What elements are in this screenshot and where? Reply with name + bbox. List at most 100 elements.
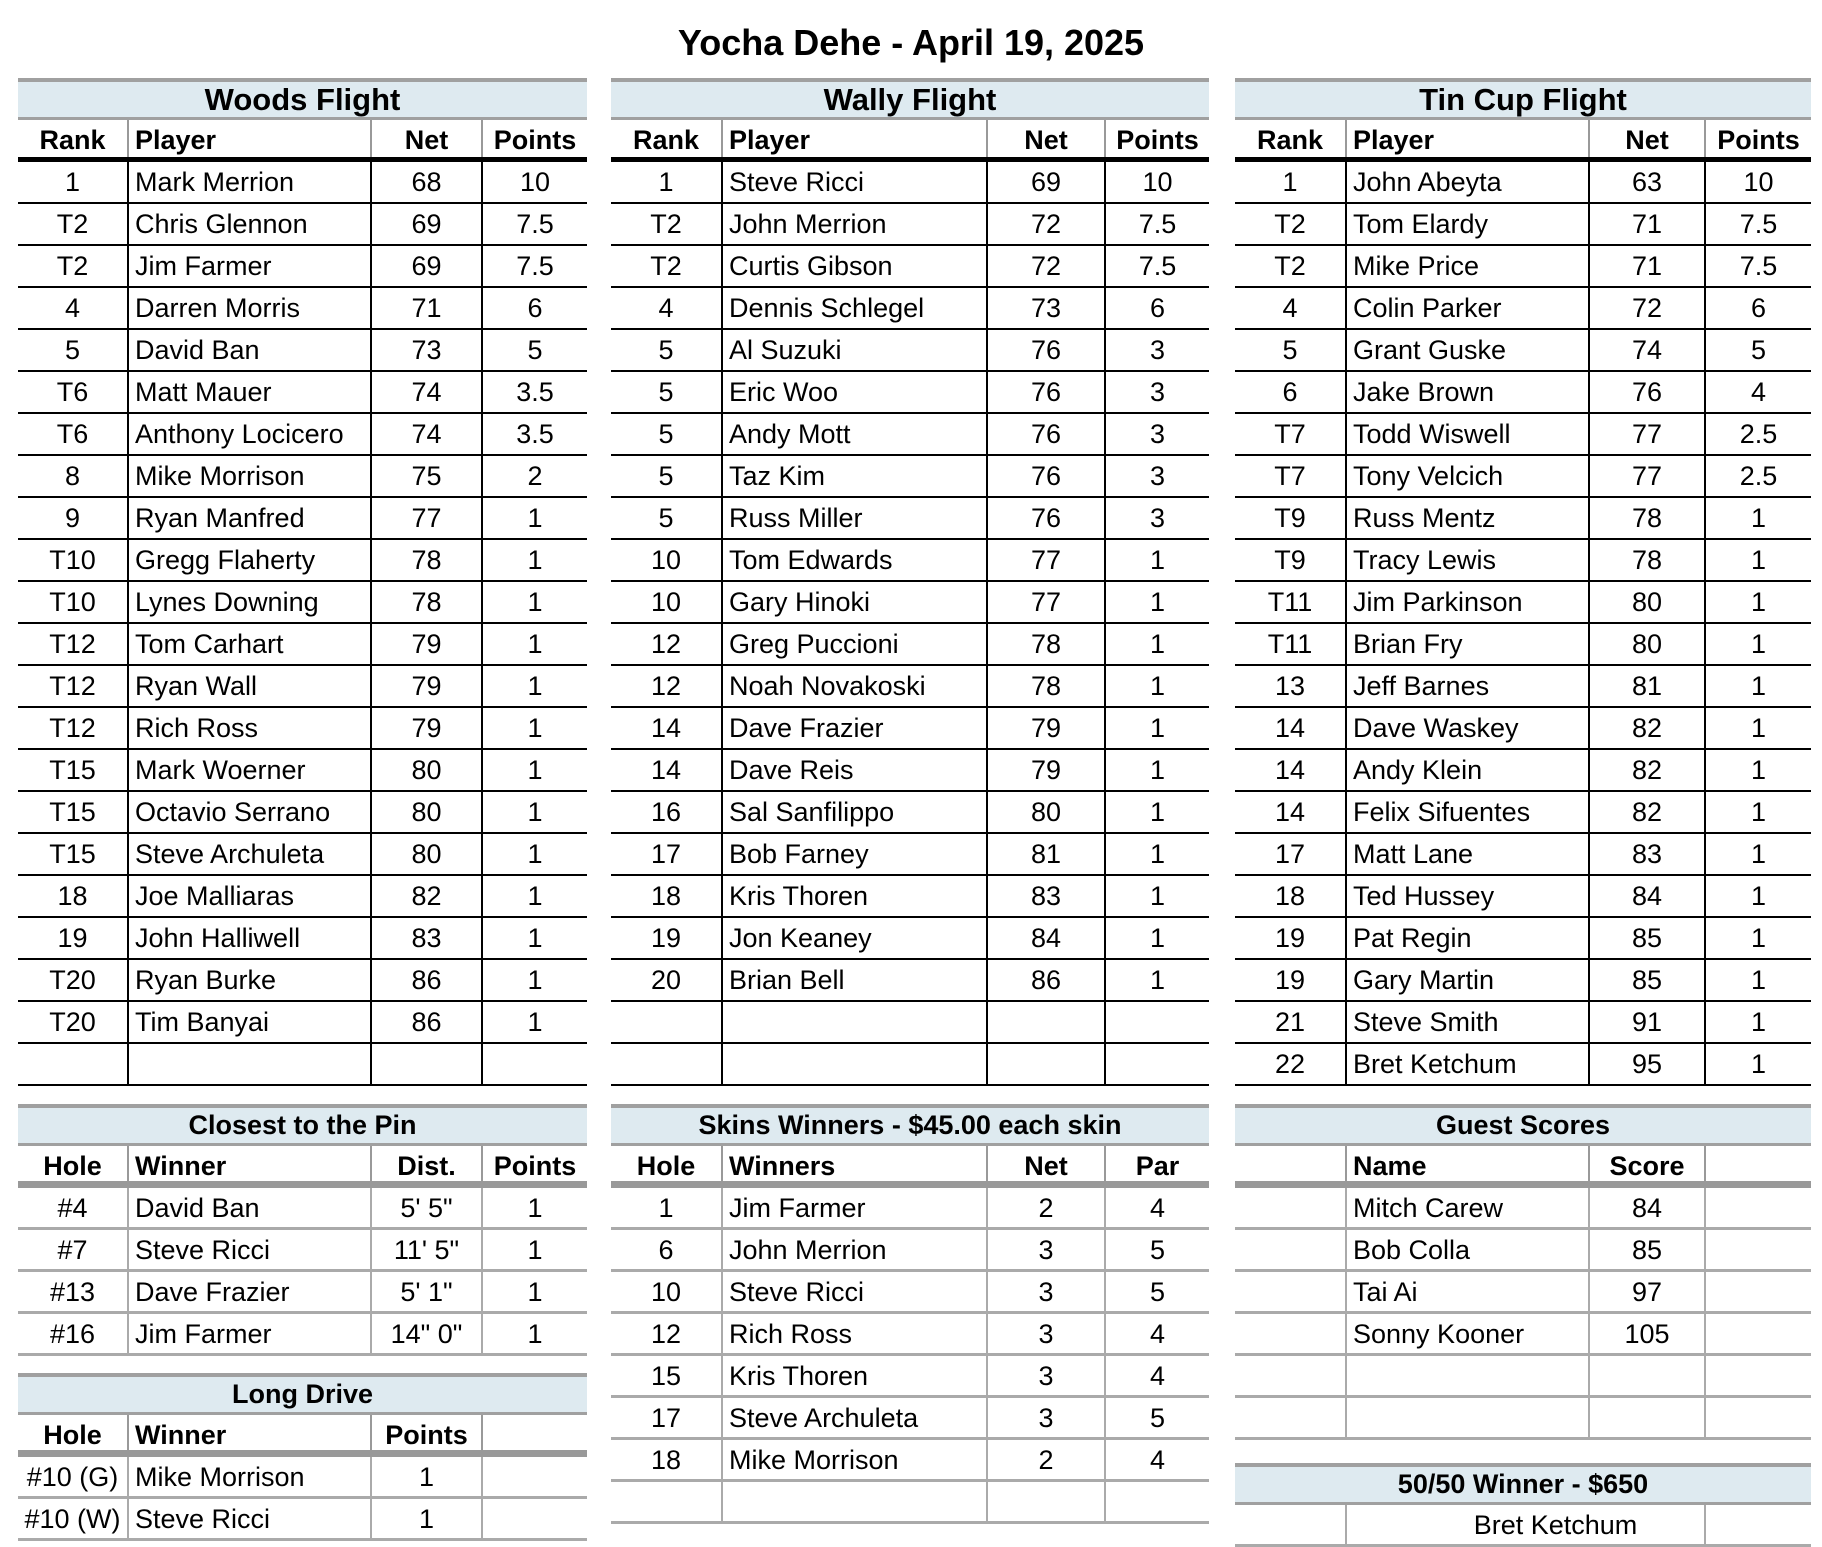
- table-row: T15 Steve Archuleta 80 1: [18, 834, 587, 876]
- table-row: 6 Jake Brown 76 4: [1235, 372, 1811, 414]
- table-row: 10 Steve Ricci 3 5: [611, 1272, 1209, 1314]
- table-cell: 5: [18, 330, 129, 370]
- table-cell: T9: [1235, 498, 1347, 538]
- table-row: T20 Tim Banyai 86 1: [18, 1002, 587, 1044]
- column-headers: Rank Player Net Points: [611, 120, 1209, 162]
- table-row: 5 David Ban 73 5: [18, 330, 587, 372]
- guests-table: Guest Scores Name Score Mitch Carew 84 Bob Co…: [1235, 1104, 1811, 1440]
- table-row: T11 Brian Fry 80 1: [1235, 624, 1811, 666]
- section-title: Wally Flight: [611, 78, 1209, 120]
- table-cell: Gary Martin: [1347, 960, 1590, 1000]
- table-cell: 82: [1590, 708, 1706, 748]
- table-cell: 4: [1149, 1361, 1166, 1391]
- table-row: 15 Kris Thoren 3 4: [611, 1356, 1209, 1398]
- table-cell: 6: [1149, 293, 1166, 323]
- table-row: 4 Dennis Schlegel 73 6: [611, 288, 1209, 330]
- table-cell: 18: [1235, 876, 1347, 916]
- column-header: Score: [1590, 1146, 1706, 1181]
- table-cell: 4: [1149, 1445, 1166, 1475]
- section-title: Tin Cup Flight: [1235, 78, 1811, 120]
- table-row: T12 Ryan Wall 79 1: [18, 666, 587, 708]
- table-cell: T6: [18, 414, 129, 454]
- table-cell: 5: [611, 330, 723, 370]
- table-cell: 72: [988, 246, 1106, 286]
- table-cell: 17: [1235, 834, 1347, 874]
- table-cell: 1: [527, 923, 543, 953]
- table-cell: 86: [988, 960, 1106, 1000]
- table-cell: Dave Waskey: [1347, 708, 1590, 748]
- column-header: [1706, 1146, 1811, 1181]
- table-cell: 14: [611, 750, 723, 790]
- table-cell: 1: [1750, 881, 1767, 911]
- table-cell: T2: [1235, 246, 1347, 286]
- table-cell: 7.5: [516, 251, 554, 281]
- table-row: 12 Rich Ross 3 4: [611, 1314, 1209, 1356]
- table-cell: 12: [611, 666, 723, 706]
- table-cell: Andy Klein: [1347, 750, 1590, 790]
- table-cell: [1106, 1002, 1209, 1042]
- table-cell: 1: [1750, 797, 1767, 827]
- table-cell: 16: [611, 792, 723, 832]
- table-row: 5 Russ Miller 76 3: [611, 498, 1209, 540]
- table-cell: T7: [1235, 414, 1347, 454]
- table-cell: 1: [1750, 545, 1767, 575]
- table-cell: Octavio Serrano: [129, 792, 372, 832]
- table-row: 21 Steve Smith 91 1: [1235, 1002, 1811, 1044]
- table-cell: [372, 1044, 483, 1084]
- table-cell: 63: [1590, 162, 1706, 202]
- table-cell: 10: [611, 582, 723, 622]
- table-cell: [1106, 1482, 1209, 1521]
- table-cell: 1: [527, 1277, 543, 1307]
- table-row: T9 Russ Mentz 78 1: [1235, 498, 1811, 540]
- table-cell: 1: [527, 965, 543, 995]
- table-cell: Todd Wiswell: [1347, 414, 1590, 454]
- table-cell: 8: [18, 456, 129, 496]
- table-cell: T2: [611, 204, 723, 244]
- table-cell: Colin Parker: [1347, 288, 1590, 328]
- table-cell: 76: [988, 456, 1106, 496]
- table-cell: 72: [988, 204, 1106, 244]
- table-cell: [611, 1044, 723, 1084]
- table-cell: 6: [611, 1230, 723, 1269]
- table-cell: Ryan Burke: [129, 960, 372, 1000]
- table-cell: Mike Morrison: [129, 1457, 372, 1496]
- table-cell: Tom Carhart: [129, 624, 372, 664]
- column-header: Net: [988, 1146, 1106, 1181]
- table-cell: 10: [611, 1272, 723, 1311]
- table-row: 13 Jeff Barnes 81 1: [1235, 666, 1811, 708]
- table-cell: 76: [1590, 372, 1706, 412]
- table-cell: Dave Frazier: [129, 1272, 372, 1311]
- table-cell: 1: [527, 1007, 543, 1037]
- section-title: Guest Scores: [1235, 1104, 1811, 1146]
- table-cell: David Ban: [129, 1188, 372, 1227]
- column-headers: Name Score: [1235, 1146, 1811, 1188]
- column-header: Par: [1135, 1151, 1180, 1181]
- table-cell: 1: [1750, 629, 1767, 659]
- table-cell: 7.5: [516, 209, 554, 239]
- table-cell: Steve Smith: [1347, 1002, 1590, 1042]
- table-row: 19 John Halliwell 83 1: [18, 918, 587, 960]
- table-row: T6 Matt Mauer 74 3.5: [18, 372, 587, 414]
- table-cell: 1: [1750, 671, 1767, 701]
- table-cell: [1706, 1188, 1811, 1227]
- table-cell: 1: [527, 1235, 543, 1265]
- table-cell: 1: [527, 713, 543, 743]
- table-cell: 6: [527, 293, 543, 323]
- table-row: T15 Mark Woerner 80 1: [18, 750, 587, 792]
- table-cell: 2.5: [1739, 419, 1778, 449]
- table-cell: 3: [988, 1356, 1106, 1395]
- table-cell: Sonny Kooner: [1347, 1314, 1590, 1353]
- table-cell: Grant Guske: [1347, 330, 1590, 370]
- table-row: 1 Steve Ricci 69 10: [611, 162, 1209, 204]
- table-cell: 5: [1750, 335, 1767, 365]
- table-cell: 18: [611, 876, 723, 916]
- table-cell: 69: [988, 162, 1106, 202]
- column-header: Rank: [611, 120, 723, 157]
- table-cell: 5: [611, 498, 723, 538]
- table-row: #7 Steve Ricci 11' 5" 1: [18, 1230, 587, 1272]
- table-cell: Jon Keaney: [723, 918, 988, 958]
- column-header: Name: [1347, 1146, 1590, 1181]
- table-row: #4 David Ban 5' 5" 1: [18, 1188, 587, 1230]
- table-cell: [483, 1044, 587, 1084]
- table-cell: 79: [988, 750, 1106, 790]
